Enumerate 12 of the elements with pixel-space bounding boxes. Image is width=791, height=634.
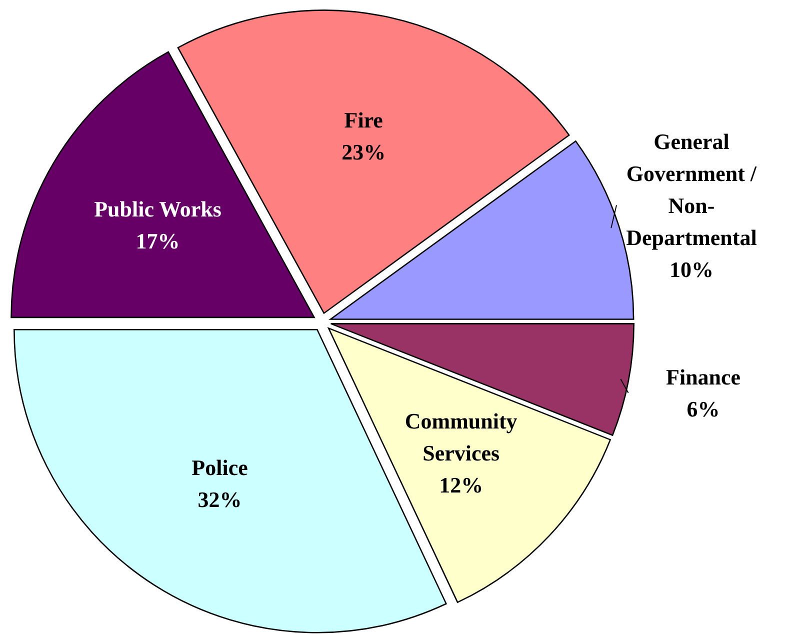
legend-label: Finance <box>666 364 741 390</box>
slice-label: General Government / Non-Departmental <box>626 128 758 250</box>
slice-label: Fire <box>344 107 384 132</box>
data-label: 23% <box>342 139 386 164</box>
slice-label: Public Works <box>94 196 222 222</box>
slice-label: Police <box>192 454 248 480</box>
data-label: 32% <box>198 486 242 512</box>
slice-label: Community Services <box>404 408 518 466</box>
data-label: 6% <box>686 396 720 422</box>
data-label: 10% <box>670 256 714 282</box>
data-label: 12% <box>439 472 484 498</box>
data-label: 17% <box>136 228 180 254</box>
